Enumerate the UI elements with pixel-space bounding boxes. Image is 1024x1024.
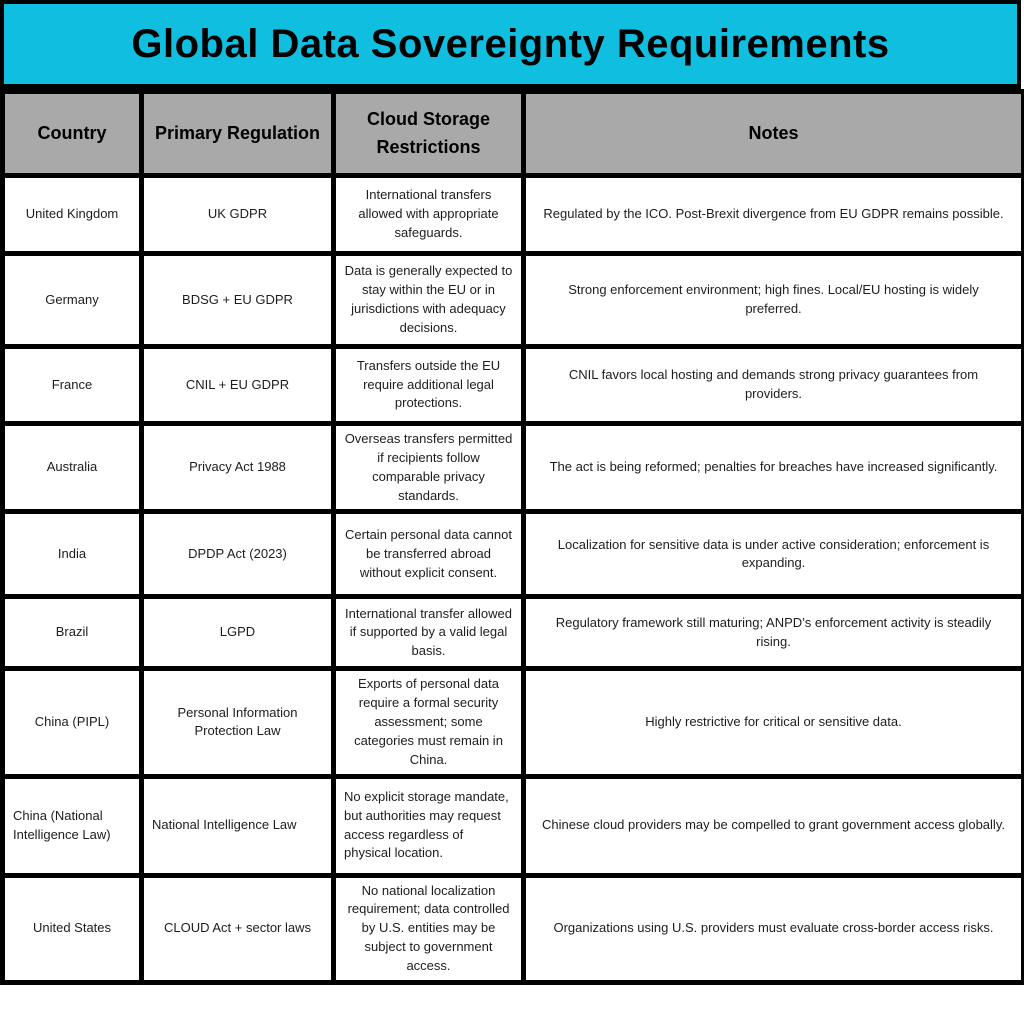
regulation-cell: CNIL + EU GDPR: [139, 344, 336, 426]
restrictions-cell: No national localization requirement; da…: [331, 872, 526, 985]
country-cell: United States: [0, 872, 144, 985]
notes-cell: CNIL favors local hosting and demands st…: [521, 344, 1024, 426]
regulation-cell: LGPD: [139, 594, 336, 672]
regulation-cell: Privacy Act 1988: [139, 420, 336, 515]
data-table: Country Primary Regulation Cloud Storage R…: [0, 89, 1024, 985]
column-header: Cloud Storage Restrictions: [331, 89, 526, 178]
country-cell: United Kingdom: [0, 173, 144, 256]
regulation-cell: UK GDPR: [139, 173, 336, 256]
title-banner: Global Data Sovereignty Requirements: [0, 0, 1021, 89]
table-row: France CNIL + EU GDPR Transfers outside th…: [0, 344, 1024, 426]
column-header: Country: [0, 89, 144, 178]
notes-cell: Chinese cloud providers may be compelled…: [521, 773, 1024, 878]
restrictions-cell: Data is generally expected to stay withi…: [331, 251, 526, 349]
notes-cell: Organizations using U.S. providers must …: [521, 872, 1024, 985]
regulation-cell: BDSG + EU GDPR: [139, 251, 336, 349]
table-row: United Kingdom UK GDPR International trans…: [0, 173, 1024, 256]
country-cell: Brazil: [0, 594, 144, 672]
country-cell: France: [0, 344, 144, 426]
restrictions-cell: Transfers outside the EU require additio…: [331, 344, 526, 426]
country-cell: China (National Intelligence Law): [0, 773, 144, 878]
regulation-cell: Personal Information Protection Law: [139, 666, 336, 779]
notes-cell: Strong enforcement environment; high fin…: [521, 251, 1024, 349]
table-row: Australia Privacy Act 1988 Overseas transf…: [0, 420, 1024, 515]
regulation-cell: CLOUD Act + sector laws: [139, 872, 336, 985]
notes-cell: Regulated by the ICO. Post-Brexit diverg…: [521, 173, 1024, 256]
restrictions-cell: Certain personal data cannot be transfer…: [331, 509, 526, 600]
regulation-cell: National Intelligence Law: [139, 773, 336, 878]
country-cell: Australia: [0, 420, 144, 515]
restrictions-cell: Exports of personal data require a forma…: [331, 666, 526, 779]
page-title: Global Data Sovereignty Requirements: [131, 21, 890, 66]
notes-cell: Highly restrictive for critical or sensi…: [521, 666, 1024, 779]
country-cell: India: [0, 509, 144, 600]
country-cell: China (PIPL): [0, 666, 144, 779]
restrictions-cell: No explicit storage mandate, but authori…: [331, 773, 526, 878]
country-cell: Germany: [0, 251, 144, 349]
notes-cell: Localization for sensitive data is under…: [521, 509, 1024, 600]
table-row: United States CLOUD Act + sector laws No n…: [0, 872, 1024, 985]
notes-cell: Regulatory framework still maturing; ANP…: [521, 594, 1024, 672]
regulation-cell: DPDP Act (2023): [139, 509, 336, 600]
restrictions-cell: Overseas transfers permitted if recipien…: [331, 420, 526, 515]
column-header: Notes: [521, 89, 1024, 178]
header-row: Country Primary Regulation Cloud Storage R…: [0, 89, 1024, 178]
column-header: Primary Regulation: [139, 89, 336, 178]
restrictions-cell: International transfer allowed if suppor…: [331, 594, 526, 672]
restrictions-cell: International transfers allowed with app…: [331, 173, 526, 256]
table-row: Germany BDSG + EU GDPR Data is generally e…: [0, 251, 1024, 349]
table-row: China (PIPL) Personal Information Protect…: [0, 666, 1024, 779]
table-row: China (National Intelligence Law) Nationa…: [0, 773, 1024, 878]
table-row: Brazil LGPD International transfer allowed…: [0, 594, 1024, 672]
table-body: United Kingdom UK GDPR International trans…: [0, 173, 1024, 985]
table-row: India DPDP Act (2023) Certain personal dat…: [0, 509, 1024, 600]
notes-cell: The act is being reformed; penalties for…: [521, 420, 1024, 515]
